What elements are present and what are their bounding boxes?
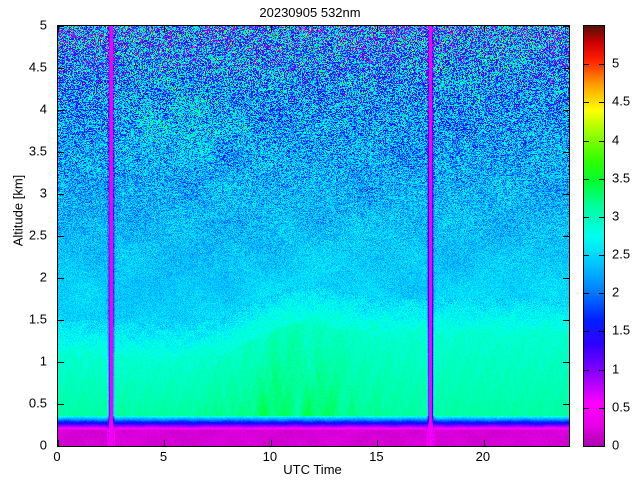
colorbar-tick-label: 0.5 [612, 399, 631, 415]
colorbar-tick-mark-right [599, 407, 604, 409]
y-tick-mark [58, 152, 64, 153]
y-tick-label: 4 [39, 101, 47, 117]
y-tick-mark [58, 362, 64, 363]
colorbar-tick-mark-right [599, 369, 604, 371]
y-tick-mark-right [563, 320, 569, 321]
y-tick-mark-right [563, 110, 569, 111]
colorbar-tick-label: 4.5 [612, 93, 631, 109]
colorbar-tick-label: 1 [612, 361, 620, 377]
x-tick-mark [483, 440, 485, 446]
colorbar-tick-label: 4 [612, 132, 620, 148]
y-tick-mark [58, 110, 64, 111]
colorbar-tick-label: 1.5 [612, 322, 631, 338]
colorbar-tick-mark [584, 102, 589, 104]
colorbar-tick-mark [584, 178, 589, 180]
x-tick-mark [377, 440, 379, 446]
y-tick-mark [58, 278, 64, 279]
y-tick-label: 3.5 [28, 143, 47, 159]
y-tick-label: 3 [39, 185, 47, 201]
y-tick-mark-right [563, 194, 569, 195]
x-tick-mark-top [377, 26, 379, 32]
x-tick-mark [58, 440, 59, 446]
page-title: 20230905 532nm [259, 5, 361, 20]
y-tick-mark-right [563, 152, 569, 153]
colorbar-tick-label: 0 [612, 437, 620, 453]
colorbar-tick-label: 2 [612, 284, 620, 300]
y-tick-label: 0.5 [28, 395, 47, 411]
x-tick-label: 20 [475, 449, 491, 464]
lidar-backscatter-image [58, 26, 569, 446]
x-tick-mark-top [270, 26, 272, 32]
colorbar-tick-label: 3 [612, 208, 620, 224]
x-tick-mark [164, 440, 166, 446]
x-tick-mark-top [164, 26, 166, 32]
colorbar-tick-mark [584, 407, 589, 409]
y-tick-mark [58, 236, 64, 237]
y-tick-mark [58, 194, 64, 195]
colorbar-tick-mark-right [599, 178, 604, 180]
colorbar-tick-mark [584, 446, 589, 447]
y-tick-mark-right [563, 68, 569, 69]
colorbar-gradient [584, 26, 604, 446]
y-tick-label: 1 [39, 353, 47, 369]
x-tick-mark-top [483, 26, 485, 32]
x-tick-label: 5 [159, 449, 168, 464]
colorbar-tick-label: 2.5 [612, 246, 631, 262]
colorbar-tick-mark-right [599, 102, 604, 104]
y-tick-label: 4.5 [28, 59, 47, 75]
colorbar-tick-mark [584, 369, 589, 371]
x-tick-label: 15 [369, 449, 384, 464]
y-tick-mark [58, 26, 64, 27]
y-tick-label: 5 [39, 17, 47, 33]
colorbar-tick-mark-right [599, 64, 604, 66]
y-tick-mark-right [563, 404, 569, 405]
colorbar-tick-mark [584, 293, 589, 295]
y-tick-mark [58, 404, 64, 405]
colorbar-tick-label: 3.5 [612, 170, 631, 186]
x-tick-mark [270, 440, 272, 446]
y-tick-label: 2.5 [28, 227, 47, 243]
y-tick-mark [58, 446, 64, 447]
x-axis-title: UTC Time [283, 462, 342, 477]
x-tick-mark-top [58, 26, 59, 32]
colorbar-tick-mark-right [599, 446, 604, 447]
y-tick-label: 2 [39, 269, 47, 285]
colorbar-tick-mark-right [599, 216, 604, 218]
y-axis-title: Altitude [km] [10, 174, 26, 247]
y-tick-mark-right [563, 26, 569, 27]
y-tick-label: 1.5 [28, 311, 47, 327]
colorbar-tick-mark [584, 255, 589, 257]
y-tick-mark-right [563, 362, 569, 363]
colorbar[interactable] [583, 25, 605, 447]
colorbar-tick-label: 5 [612, 55, 620, 71]
colorbar-tick-mark-right [599, 331, 604, 333]
y-tick-mark-right [563, 446, 569, 447]
y-tick-mark-right [563, 236, 569, 237]
colorbar-tick-mark [584, 216, 589, 218]
y-tick-label: 0 [39, 437, 47, 453]
x-tick-label: 0 [53, 449, 61, 464]
y-tick-mark [58, 320, 64, 321]
colorbar-tick-mark [584, 64, 589, 66]
colorbar-tick-mark [584, 331, 589, 333]
colorbar-tick-mark-right [599, 255, 604, 257]
x-tick-label: 10 [262, 449, 278, 464]
y-tick-mark [58, 68, 64, 69]
colorbar-tick-mark [584, 140, 589, 142]
y-tick-mark-right [563, 278, 569, 279]
colorbar-tick-mark-right [599, 140, 604, 142]
heatmap-plot-area[interactable] [57, 25, 570, 447]
colorbar-tick-mark-right [599, 293, 604, 295]
